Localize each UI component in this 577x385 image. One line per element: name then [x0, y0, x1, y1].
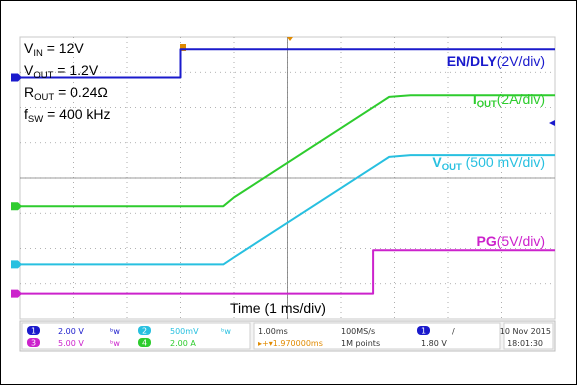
svg-text:2.00 V: 2.00 V — [58, 327, 84, 336]
ground-marker-ch1[interactable] — [11, 73, 22, 82]
status-ch2[interactable]: 2 500mV ᵇw — [138, 326, 231, 336]
bandwidth-limit-icon: ᵇw — [110, 339, 120, 348]
trace-pg — [20, 249, 555, 295]
graticule-grid — [20, 37, 555, 319]
date: 10 Nov 2015 — [500, 327, 551, 336]
ground-marker-ch2[interactable] — [11, 260, 22, 269]
svg-text:1: 1 — [421, 327, 426, 336]
status-ch4[interactable]: 4 2.00 A — [138, 338, 196, 348]
bandwidth-limit-icon: ᵇw — [110, 327, 120, 336]
datetime-panel — [503, 322, 554, 350]
trigger-level: 1.80 V — [421, 339, 447, 348]
horizontal-settings-panel[interactable] — [253, 322, 501, 350]
status-ch3[interactable]: 3 5.00 V ᵇw — [27, 338, 120, 348]
svg-text:3: 3 — [31, 339, 36, 348]
ground-marker-ch4[interactable] — [11, 202, 22, 211]
svg-text:1: 1 — [31, 327, 36, 336]
svg-text:4: 4 — [142, 339, 147, 348]
condition-fsw: fSW = 400 kHz — [24, 106, 111, 125]
trigger-position: ▸+▾1.970000ms — [258, 339, 323, 348]
svg-text:2.00 A: 2.00 A — [170, 339, 196, 348]
channel-settings-panel[interactable] — [21, 322, 251, 350]
waveform-traces — [20, 48, 555, 295]
ground-marker-ch3[interactable] — [11, 289, 22, 298]
trace-iout — [20, 94, 555, 208]
status-ch1[interactable]: 1 2.00 V ᵇw — [27, 326, 120, 336]
trigger-position-marker — [180, 44, 186, 51]
label-en-dly: EN/DLY(2V/div) — [447, 53, 545, 69]
timebase: 1.00ms — [258, 327, 288, 336]
sample-rate: 100MS/s — [341, 327, 375, 336]
trace-en-dly — [20, 48, 555, 79]
operating-conditions: VIN = 12V VOUT = 1.2V ROUT = 0.24Ω fSW =… — [24, 40, 111, 125]
condition-vout: VOUT = 1.2V — [24, 62, 99, 81]
channel-markers — [11, 73, 22, 298]
time: 18:01:30 — [507, 339, 543, 348]
label-iout: IOUT(2A/div) — [473, 91, 545, 110]
svg-text:2: 2 — [142, 327, 147, 336]
svg-text:500mV: 500mV — [170, 327, 199, 336]
trigger-slope-icon: / — [452, 327, 455, 336]
condition-vin: VIN = 12V — [24, 40, 84, 59]
svg-text:5.00 V: 5.00 V — [58, 339, 84, 348]
trigger-source[interactable]: 1 — [417, 326, 430, 336]
time-axis-label: Time (1 ms/div) — [230, 300, 326, 316]
label-vout: VOUT (500 mV/div) — [432, 154, 545, 173]
bandwidth-limit-icon: ᵇw — [221, 327, 231, 336]
label-pg: PG(5V/div) — [477, 233, 545, 249]
trigger-time-marker — [287, 37, 293, 41]
trace-vout — [20, 154, 555, 266]
trigger-level-marker — [549, 120, 555, 126]
condition-rout: ROUT = 0.24Ω — [24, 84, 108, 103]
status-bar: 1 2.00 V ᵇw 2 500mV ᵇw 3 5.00 V ᵇw 4 2.0… — [19, 320, 556, 352]
record-length: 1M points — [341, 339, 380, 348]
